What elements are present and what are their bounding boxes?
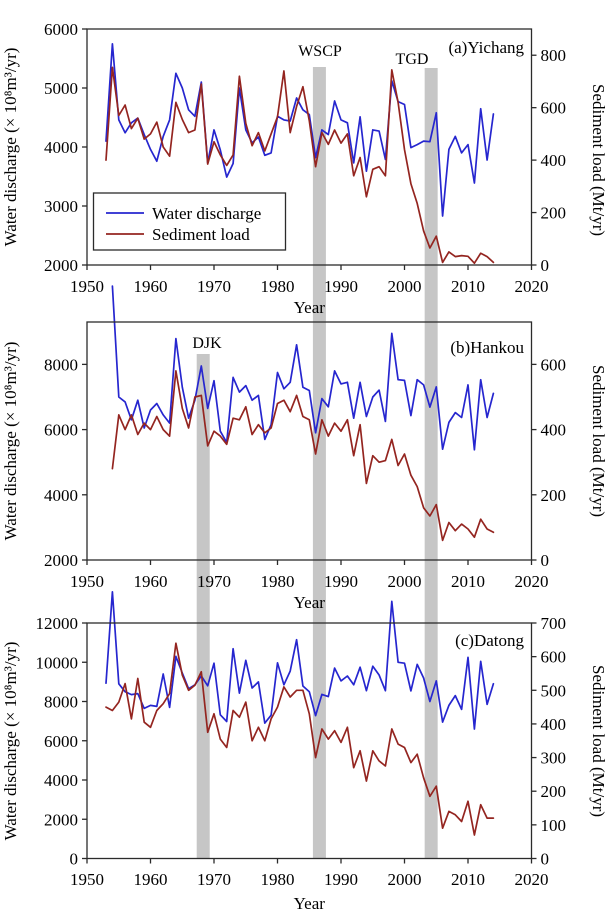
x-tick-label: 2010: [451, 870, 485, 889]
sediment-load-line: [105, 642, 495, 836]
y-right-tick-label: 100: [541, 816, 567, 835]
x-tick-label: 1990: [324, 870, 358, 889]
x-tick-label: 1980: [261, 870, 295, 889]
x-tick-label: 2010: [451, 277, 485, 296]
sediment-load-line: [105, 66, 495, 265]
event-bar-djk: [196, 354, 210, 859]
y-right-tick-label: 400: [541, 715, 567, 734]
y-left-tick-label: 4000: [44, 138, 78, 157]
y-axis-title-left: Water discharge (× 10⁸m³/yr): [1, 342, 20, 541]
event-bar-tgd: [424, 68, 438, 859]
x-axis-title: Year: [294, 894, 326, 913]
x-tick-label: 2000: [388, 277, 422, 296]
x-tick-label: 2010: [451, 572, 485, 591]
x-axis-title: Year: [294, 593, 326, 612]
x-tick-label: 1960: [134, 572, 168, 591]
y-right-tick-label: 600: [541, 648, 567, 667]
y-left-tick-label: 4000: [44, 486, 78, 505]
plot-frame: [86, 321, 533, 561]
x-tick-label: 1960: [134, 870, 168, 889]
y-left-tick-label: 8000: [44, 693, 78, 712]
x-tick-label: 2020: [515, 870, 549, 889]
y-right-tick-label: 0: [541, 256, 550, 275]
y-left-tick-label: 2000: [44, 551, 78, 570]
x-tick-label: 2000: [388, 870, 422, 889]
x-tick-label: 1970: [197, 870, 231, 889]
x-tick-label: 1950: [70, 870, 104, 889]
y-left-tick-label: 4000: [44, 771, 78, 790]
x-tick-label: 1990: [324, 277, 358, 296]
panel-b: 1950 1960 1970 1980 1990 2000 2010 2020Year2000…: [1, 285, 606, 612]
panel-title: (b)Hankou: [450, 338, 524, 357]
y-right-tick-label: 600: [541, 355, 567, 374]
y-right-tick-label: 200: [541, 782, 567, 801]
panel-a: 1950 1960 1970 1980 1990 2000 2010 2020Year2000…: [1, 20, 606, 317]
event-label-tgd: TGD: [396, 51, 429, 68]
x-tick-label: 1950: [70, 572, 104, 591]
y-axis-title-right: Sediment load (Mt/yr): [589, 84, 606, 236]
y-right-tick-label: 700: [541, 614, 567, 633]
y-axis-title-right: Sediment load (Mt/yr): [589, 365, 606, 517]
panel-title: (c)Datong: [455, 631, 524, 650]
plot-frame: [86, 622, 533, 860]
x-axis-title: Year: [294, 298, 326, 317]
y-right-tick-label: 300: [541, 749, 567, 768]
panel-title: (a)Yichang: [448, 38, 524, 57]
y-right-tick-label: 400: [541, 151, 567, 170]
legend-box: [92, 192, 287, 251]
y-left-tick-label: 12000: [36, 614, 79, 633]
y-right-tick-label: 0: [541, 850, 550, 869]
legend-label-sediment: Sediment load: [152, 225, 250, 244]
x-tick-label: 1990: [324, 572, 358, 591]
y-left-tick-label: 8000: [44, 355, 78, 374]
y-left-tick-label: 0: [70, 850, 79, 869]
x-tick-label: 2000: [388, 572, 422, 591]
y-left-tick-label: 5000: [44, 79, 78, 98]
y-right-tick-label: 200: [541, 204, 567, 223]
y-axis-title-left: Water discharge (× 10⁸m³/yr): [1, 48, 20, 247]
y-right-tick-label: 600: [541, 99, 567, 118]
water-discharge-line: [105, 42, 495, 217]
y-axis-title-right: Sediment load (Mt/yr): [589, 665, 606, 817]
x-tick-label: 1980: [261, 277, 295, 296]
x-tick-label: 1970: [197, 572, 231, 591]
panel-c: 1950 1960 1970 1980 1990 2000 2010 2020Year0200…: [1, 590, 606, 913]
x-tick-label: 2020: [515, 277, 549, 296]
y-left-tick-label: 6000: [44, 732, 78, 751]
y-right-tick-label: 200: [541, 486, 567, 505]
sediment-load-line: [111, 370, 495, 542]
x-tick-label: 1950: [70, 277, 104, 296]
water-discharge-line: [111, 285, 495, 451]
y-left-tick-label: 6000: [44, 421, 78, 440]
y-axis-title-left: Water discharge (× 10⁸m³/yr): [1, 642, 20, 841]
x-tick-label: 1980: [261, 572, 295, 591]
y-left-tick-label: 10000: [36, 653, 79, 672]
legend: Water discharge Sediment load: [92, 192, 287, 251]
y-right-tick-label: 400: [541, 421, 567, 440]
x-tick-label: 1960: [134, 277, 168, 296]
event-label-wscp: WSCP: [298, 43, 342, 60]
x-tick-label: 1970: [197, 277, 231, 296]
event-label-djk: DJK: [192, 335, 222, 352]
y-right-tick-label: 0: [541, 551, 550, 570]
y-left-tick-label: 2000: [44, 810, 78, 829]
y-left-tick-label: 6000: [44, 20, 78, 39]
x-tick-label: 2020: [515, 572, 549, 591]
y-left-tick-label: 2000: [44, 256, 78, 275]
water-discharge-line: [105, 590, 495, 730]
y-left-tick-label: 3000: [44, 197, 78, 216]
legend-label-discharge: Water discharge: [152, 204, 261, 223]
y-right-tick-label: 800: [541, 46, 567, 65]
y-right-tick-label: 500: [541, 681, 567, 700]
